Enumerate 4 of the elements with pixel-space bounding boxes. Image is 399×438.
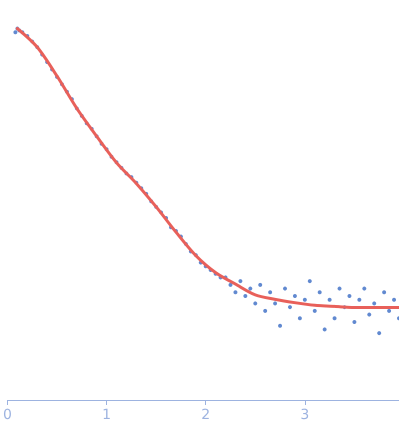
x-tick-label: 0 — [2, 407, 12, 423]
x-tick-label: 2 — [201, 407, 210, 423]
x-tick-label: 3 — [300, 407, 310, 423]
x-tick-label: 1 — [102, 407, 112, 423]
